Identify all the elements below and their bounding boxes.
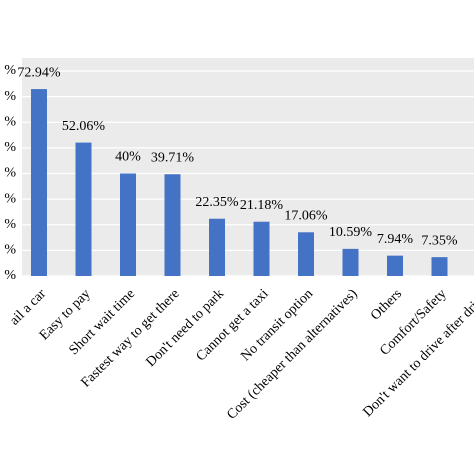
- y-tick-label: %: [4, 166, 16, 181]
- y-tick-label: %: [4, 89, 16, 104]
- value-label: 39.71%: [151, 150, 195, 165]
- y-tick-label: %: [4, 191, 16, 206]
- value-label: 52.06%: [62, 119, 106, 134]
- value-label: 72.94%: [17, 65, 61, 80]
- y-tick-label: %: [4, 140, 16, 155]
- plot-background: [22, 58, 474, 276]
- value-label: 21.18%: [240, 198, 284, 213]
- value-label: 22.35%: [195, 195, 239, 210]
- value-label: 17.06%: [284, 209, 328, 224]
- bar: [431, 257, 448, 276]
- bar: [342, 248, 359, 276]
- bar: [298, 232, 314, 276]
- bar: [164, 174, 181, 276]
- bar: [31, 89, 47, 276]
- x-tick-label: ail a car: [7, 286, 49, 328]
- y-tick-label: %: [4, 114, 16, 129]
- value-label: 40%: [115, 150, 141, 165]
- y-tick-label: %: [4, 268, 16, 283]
- value-label: 7.35%: [421, 233, 458, 248]
- bar: [253, 221, 270, 276]
- y-tick-label: %: [4, 243, 16, 258]
- x-tick-label: Others: [368, 286, 405, 323]
- value-label: 10.59%: [329, 225, 373, 240]
- bar: [209, 218, 225, 276]
- bar: [387, 255, 403, 276]
- bar: [75, 142, 92, 276]
- x-tick-label: Don't need to park: [144, 286, 228, 370]
- value-label: 7.94%: [377, 232, 414, 247]
- y-tick-label: %: [4, 63, 16, 78]
- y-tick-label: %: [4, 217, 16, 232]
- bar: [120, 173, 136, 276]
